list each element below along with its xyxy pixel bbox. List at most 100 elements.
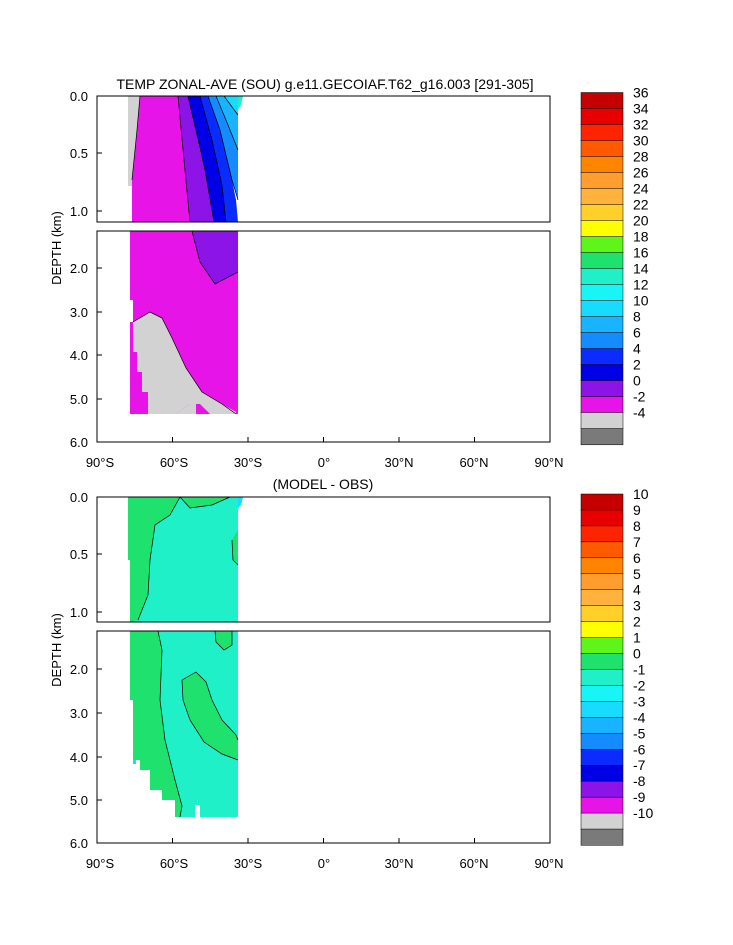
panel1-ytick-0: 0.0 [70, 89, 88, 104]
colorbar-swatch [580, 812, 624, 830]
panel1-ytick-4: 3.0 [70, 305, 88, 320]
colorbar-label: 0 [633, 646, 641, 662]
colorbar-swatch [580, 428, 624, 446]
colorbar-label: -7 [633, 757, 646, 773]
panel1-upper-frame [96, 95, 551, 223]
colorbar-label: 10 [633, 486, 649, 502]
colorbar-label: -2 [633, 389, 646, 405]
panel2-y-axis-label: DEPTH (km) [49, 613, 64, 687]
colorbar-label: -6 [633, 741, 646, 757]
model-minus-obs-panel: (MODEL - OBS) [49, 476, 653, 871]
colorbar-swatch [580, 284, 624, 302]
colorbar-swatch [580, 749, 624, 766]
colorbar-label: 14 [633, 261, 649, 277]
colorbar-swatch [580, 172, 624, 190]
panel2-xtick-4: 30°N [384, 856, 413, 871]
colorbar-swatch [580, 188, 624, 206]
panel2-xtick-6: 90°N [534, 856, 563, 871]
panel2-xtick-0: 90°S [86, 856, 115, 871]
colorbar-swatch [580, 605, 624, 623]
colorbar-swatch [580, 637, 624, 655]
colorbar-swatch [580, 669, 624, 686]
colorbar-label: 26 [633, 165, 649, 181]
colorbar-label: 20 [633, 213, 649, 229]
panel2-ytick-6: 5.0 [70, 793, 88, 808]
colorbar-swatch [580, 156, 624, 174]
colorbar-swatch [580, 780, 624, 798]
colorbar-swatch [580, 396, 624, 414]
colorbar-swatch [580, 92, 624, 110]
colorbar-label: 6 [633, 550, 641, 566]
colorbar-label: 8 [633, 309, 641, 325]
colorbar-swatch [580, 733, 624, 750]
colorbar-swatch [580, 268, 624, 286]
panel2-ytick-1: 0.5 [70, 547, 88, 562]
colorbar-label: -1 [633, 662, 646, 678]
colorbar-label: -4 [633, 405, 646, 421]
panel1-ytick-3: 2.0 [70, 261, 88, 276]
colorbar-label: 36 [633, 85, 649, 101]
colorbar-label: 5 [633, 566, 641, 582]
colorbar-swatch [580, 140, 624, 158]
panel1-x-ticks: 90°S 60°S 30°S 0° 30°N 60°N 90°N [86, 437, 564, 470]
panel2-ytick-2: 1.0 [70, 605, 88, 620]
colorbar-label: 9 [633, 502, 641, 518]
panel2-title: (MODEL - OBS) [273, 476, 374, 492]
panel1-lower-field [130, 230, 239, 415]
colorbar-label: 4 [633, 341, 641, 357]
colorbar-swatch [580, 380, 624, 398]
colorbar-label: -4 [633, 709, 646, 725]
colorbar-swatch [580, 509, 624, 527]
panel1-xtick-1: 60°S [160, 455, 189, 470]
colorbar-swatch [580, 717, 624, 734]
panel2-ytick-7: 6.0 [70, 836, 88, 851]
colorbar-label: 2 [633, 357, 641, 373]
panel2-ytick-4: 3.0 [70, 706, 88, 721]
colorbar-label: 7 [633, 534, 641, 550]
colorbar-swatch [580, 124, 624, 142]
colorbar-label: 34 [633, 101, 649, 117]
colorbar-swatch [580, 589, 624, 607]
colorbar-swatch [580, 204, 624, 222]
panel1-upper-field [128, 95, 243, 223]
colorbar-label: 2 [633, 614, 641, 630]
colorbar-label: 12 [633, 277, 649, 293]
panel2-upper-field [128, 496, 243, 622]
panel2-ytick-0: 0.0 [70, 490, 88, 505]
colorbar-swatch [580, 220, 624, 238]
colorbar-swatch [580, 108, 624, 126]
colorbar-label: -10 [633, 805, 653, 821]
colorbar-swatch [580, 348, 624, 366]
colorbar-label: 18 [633, 229, 649, 245]
panel1-xtick-5: 60°N [459, 455, 488, 470]
panel1-y-axis-label: DEPTH (km) [49, 211, 64, 285]
colorbar-label: 4 [633, 582, 641, 598]
colorbar-swatch [580, 701, 624, 718]
colorbar-swatch [580, 525, 624, 543]
panel1-y-ticks: 0.0 0.5 1.0 2.0 3.0 4.0 5.0 6.0 [70, 89, 102, 450]
colorbar-swatch [580, 412, 624, 430]
colorbar-label: 28 [633, 149, 649, 165]
colorbar-swatch [580, 316, 624, 334]
colorbar-label: -5 [633, 725, 646, 741]
colorbar-label: -2 [633, 677, 646, 693]
colorbar-swatch [580, 573, 624, 591]
colorbar-label: -8 [633, 773, 646, 789]
temperature-panel: TEMP ZONAL-AVE (SOU) g.e11.GECOIAF.T62_g… [49, 76, 649, 470]
colorbar-swatch [580, 236, 624, 254]
colorbar-swatch [580, 764, 624, 782]
panel2-xtick-5: 60°N [459, 856, 488, 871]
panel2-x-ticks: 90°S 60°S 30°S 0° 30°N 60°N 90°N [86, 838, 564, 871]
colorbar-label: 32 [633, 117, 649, 133]
panel1-xtick-0: 90°S [86, 455, 115, 470]
colorbar-swatch [580, 493, 624, 511]
colorbar-swatch [580, 796, 624, 814]
colorbar-label: 22 [633, 197, 649, 213]
colorbar-label: 6 [633, 325, 641, 341]
panel2-upper-frame [96, 496, 551, 623]
colorbar-swatch [580, 300, 624, 318]
colorbar-label: 30 [633, 133, 649, 149]
